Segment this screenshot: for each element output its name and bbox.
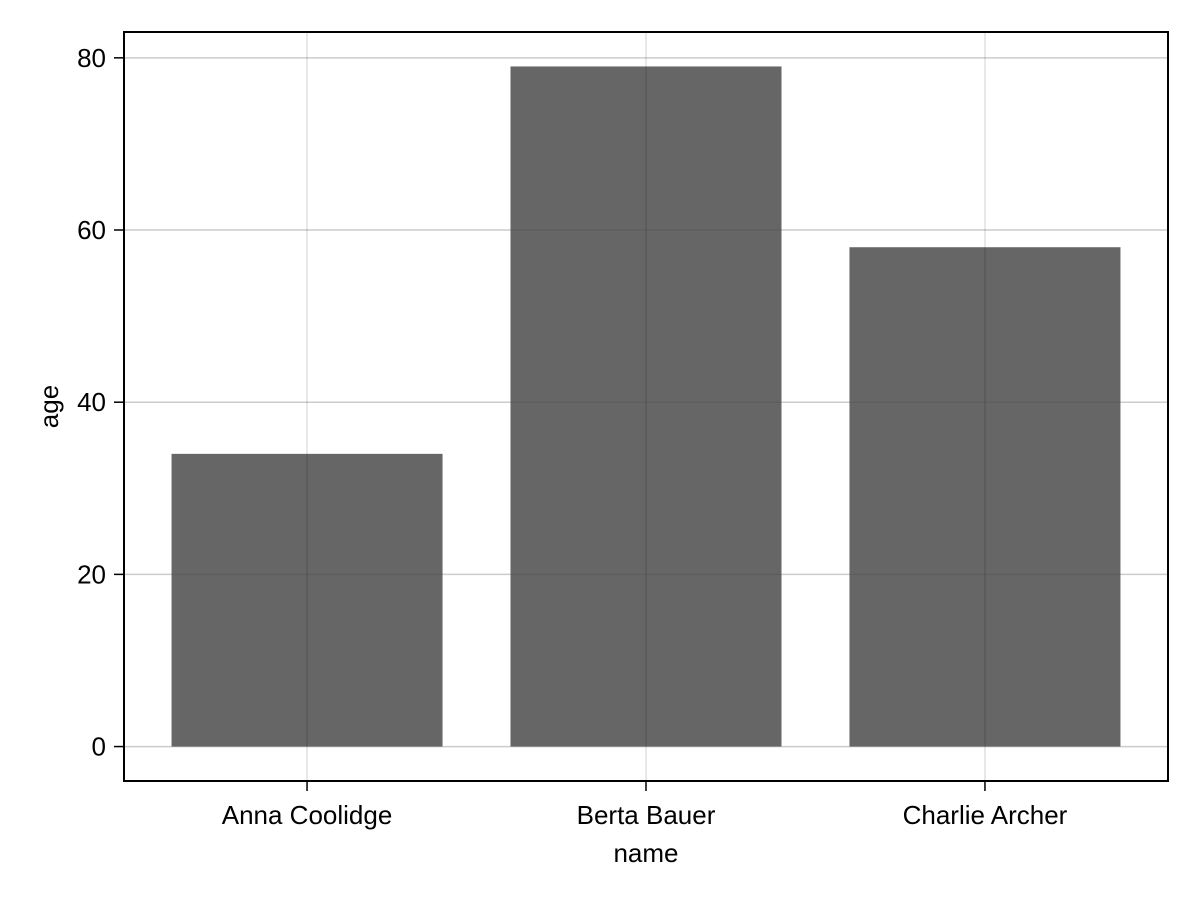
bar (171, 453, 443, 747)
bar (849, 247, 1121, 747)
y-axis-title: age (34, 385, 64, 428)
x-tick-label: Charlie Archer (903, 800, 1068, 830)
y-tick-label: 20 (77, 559, 106, 589)
axis-ticks (114, 57, 986, 791)
x-gridlines (124, 32, 1168, 781)
bars (171, 66, 1121, 747)
y-tick-label: 0 (92, 732, 106, 762)
x-tick-label: Anna Coolidge (222, 800, 393, 830)
x-tick-label: Berta Bauer (577, 800, 716, 830)
y-tick-label: 80 (77, 43, 106, 73)
y-tick-label: 40 (77, 387, 106, 417)
tick-labels: 0 20 40 60 80 Anna Coolidge Berta Bauer Charlie… (77, 43, 1068, 830)
y-tick-label: 60 (77, 215, 106, 245)
x-axis-title: name (613, 838, 678, 868)
bar (510, 66, 782, 747)
